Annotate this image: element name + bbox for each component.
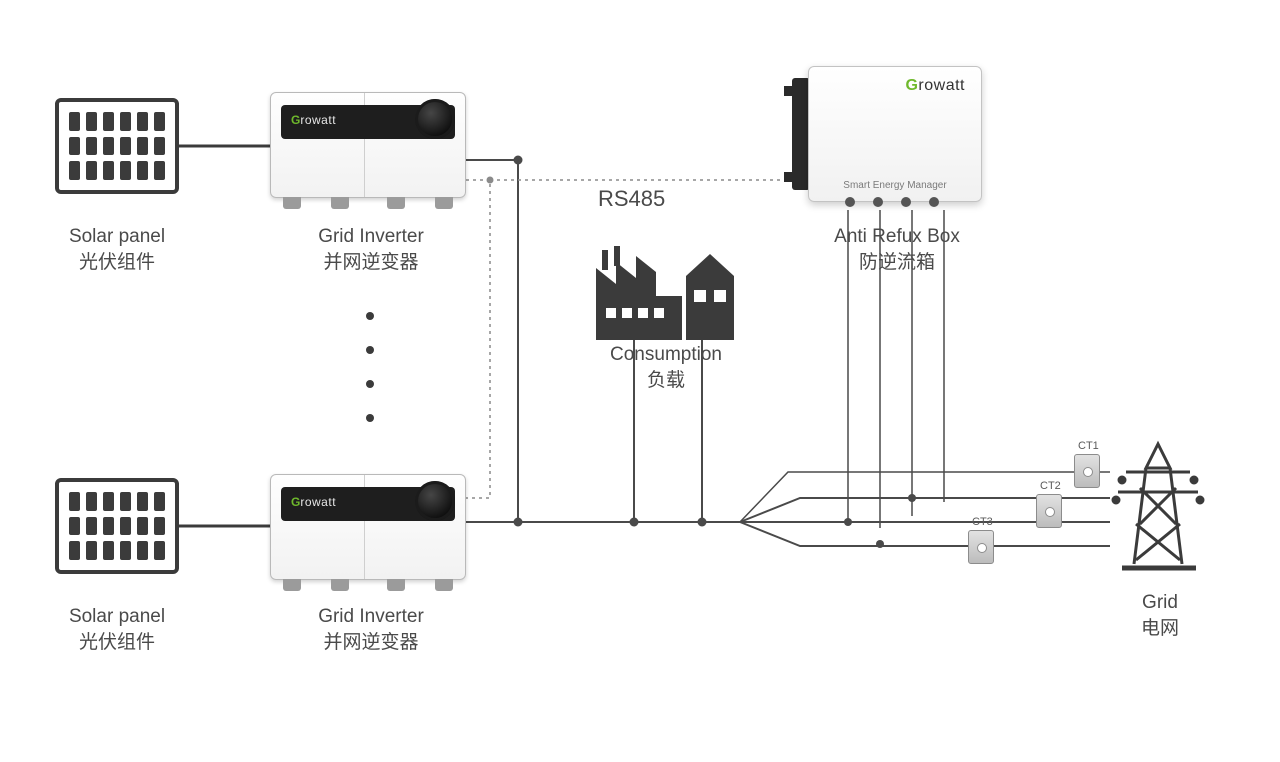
label-en: Solar panel bbox=[52, 604, 182, 630]
label-zh: 电网 bbox=[1120, 616, 1200, 642]
sem-desc: Smart Energy Manager bbox=[809, 180, 981, 191]
label-en: Anti Refux Box bbox=[812, 224, 982, 250]
grid-tower-icon bbox=[1113, 444, 1203, 568]
label-en: Consumption bbox=[596, 342, 736, 368]
solar-panel-1 bbox=[55, 98, 179, 194]
label-zh: 光伏组件 bbox=[52, 250, 182, 276]
inverter-ellipsis bbox=[366, 286, 374, 448]
sem-brand: Growatt bbox=[905, 77, 965, 95]
anti-reflux-label: Anti Refux Box 防逆流箱 bbox=[812, 224, 982, 275]
label-zh: 防逆流箱 bbox=[812, 250, 982, 276]
ct2-sensor bbox=[1036, 494, 1062, 528]
ct1-sensor bbox=[1074, 454, 1100, 488]
consumption-label: Consumption 负载 bbox=[596, 342, 736, 393]
grid-label: Grid 电网 bbox=[1120, 590, 1200, 641]
ct1-label: CT1 bbox=[1078, 440, 1099, 452]
inverter-brand: Growatt bbox=[291, 113, 336, 127]
anti-reflux-box: Growatt Smart Energy Manager bbox=[808, 66, 982, 202]
label-zh: 光伏组件 bbox=[52, 630, 182, 656]
ct3-label: CT3 bbox=[972, 516, 993, 528]
label-en: Grid Inverter bbox=[296, 604, 446, 630]
label-en: Grid bbox=[1120, 590, 1200, 616]
solar-panel-2 bbox=[55, 478, 179, 574]
ct3-sensor bbox=[968, 530, 994, 564]
inverter-brand: Growatt bbox=[291, 495, 336, 509]
label-zh: 负载 bbox=[596, 368, 736, 394]
label-zh: 并网逆变器 bbox=[296, 250, 446, 276]
grid-inverter-1-label: Grid Inverter 并网逆变器 bbox=[296, 224, 446, 275]
grid-inverter-2: Growatt bbox=[270, 474, 466, 580]
solar-panel-1-label: Solar panel 光伏组件 bbox=[52, 224, 182, 275]
grid-inverter-2-label: Grid Inverter 并网逆变器 bbox=[296, 604, 446, 655]
consumption-icon bbox=[596, 246, 734, 340]
ct2-label: CT2 bbox=[1040, 480, 1061, 492]
grid-inverter-1: Growatt bbox=[270, 92, 466, 198]
label-zh: 并网逆变器 bbox=[296, 630, 446, 656]
rs485-label: RS485 bbox=[598, 186, 665, 212]
label-en: Grid Inverter bbox=[296, 224, 446, 250]
solar-panel-2-label: Solar panel 光伏组件 bbox=[52, 604, 182, 655]
label-en: Solar panel bbox=[52, 224, 182, 250]
